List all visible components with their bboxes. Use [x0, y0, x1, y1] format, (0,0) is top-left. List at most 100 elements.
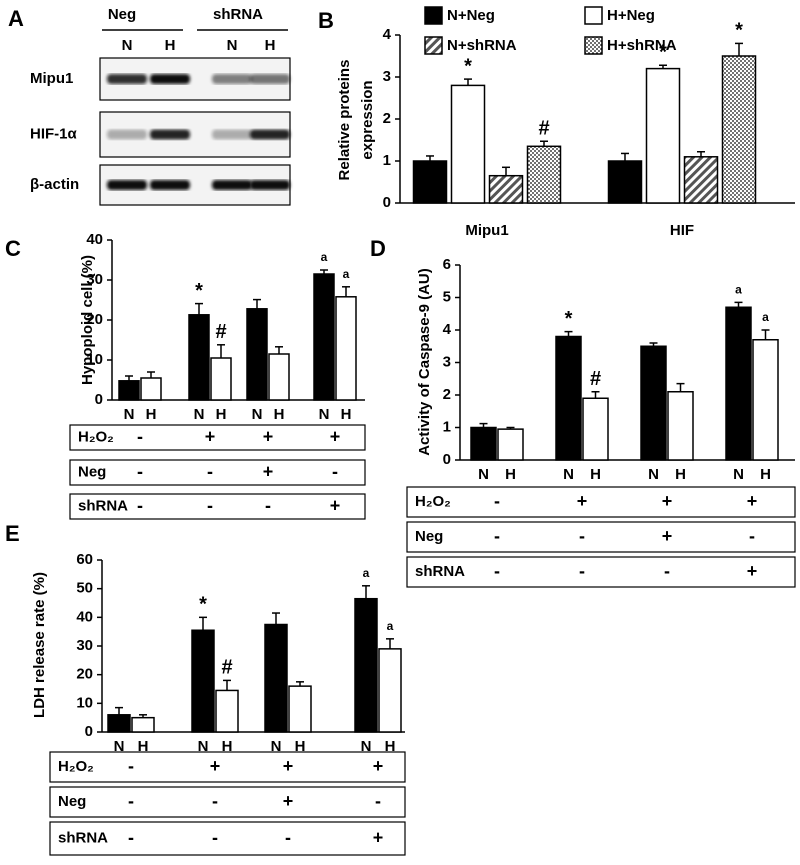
annotation: * — [735, 20, 743, 42]
condition-sign: - — [212, 791, 218, 811]
band — [107, 180, 147, 190]
x-tick-label: N — [252, 406, 263, 423]
condition-name: H₂O₂ — [78, 428, 114, 445]
annotation: a — [321, 250, 328, 264]
condition-sign: - — [579, 561, 585, 581]
row-label: Mipu1 — [30, 70, 73, 87]
condition-sign: - — [375, 791, 381, 811]
condition-sign: + — [662, 526, 673, 546]
condition-box — [49, 751, 406, 783]
bar — [607, 160, 643, 204]
x-tick-label: H — [222, 738, 233, 755]
condition-sign: - — [285, 827, 291, 847]
panel-label: B — [318, 8, 334, 33]
condition-sign: + — [747, 491, 758, 511]
condition-sign: + — [747, 561, 758, 581]
condition-sign: - — [207, 461, 213, 481]
bar — [215, 689, 239, 733]
condition-name: H₂O₂ — [58, 758, 94, 775]
condition-sign: + — [330, 495, 341, 515]
band — [107, 129, 147, 140]
annotation: # — [221, 657, 232, 679]
annotation: a — [735, 283, 742, 297]
lane-label: N — [227, 37, 238, 54]
x-tick-label: H — [146, 406, 157, 423]
condition-sign: - — [128, 791, 134, 811]
x-tick-label: N — [361, 738, 372, 755]
annotation: * — [199, 594, 207, 616]
band — [212, 180, 252, 190]
y-tick-label: 30 — [86, 271, 103, 288]
y-tick-label: 2 — [443, 386, 451, 403]
y-tick-label: 1 — [383, 152, 391, 169]
x-tick-label: H — [590, 466, 601, 483]
bar — [140, 377, 162, 401]
bar — [210, 357, 232, 401]
x-tick-label: N — [194, 406, 205, 423]
panel-label: E — [5, 521, 20, 546]
y-tick-label: 20 — [76, 666, 93, 683]
condition-name: shRNA — [78, 497, 128, 514]
condition-box — [49, 821, 406, 856]
row-label: HIF-1α — [30, 125, 78, 142]
x-tick-label: H — [295, 738, 306, 755]
y-tick-label: 3 — [443, 353, 451, 370]
condition-sign: - — [579, 526, 585, 546]
bar — [752, 339, 779, 461]
condition-sign: - — [207, 495, 213, 515]
legend-label: N+shRNA — [447, 37, 517, 54]
bar — [288, 685, 312, 733]
panel-label: C — [5, 236, 21, 261]
bar — [555, 335, 582, 461]
legend-swatch — [424, 36, 443, 55]
x-tick-label: H — [385, 738, 396, 755]
y-tick-label: 0 — [383, 194, 391, 211]
condition-name: Neg — [415, 528, 443, 545]
x-tick-label: N — [563, 466, 574, 483]
condition-name: shRNA — [58, 829, 108, 846]
condition-sign: - — [128, 827, 134, 847]
condition-sign: + — [263, 426, 274, 446]
condition-sign: + — [283, 791, 294, 811]
condition-sign: + — [373, 827, 384, 847]
annotation: a — [363, 566, 370, 580]
bar — [683, 156, 719, 204]
bar — [640, 345, 667, 461]
condition-sign: + — [330, 426, 341, 446]
band — [150, 180, 190, 190]
condition-name: H₂O₂ — [415, 493, 451, 510]
y-tick-label: 10 — [86, 351, 103, 368]
lane-label: H — [165, 37, 176, 54]
band — [107, 74, 147, 84]
y-tick-label: 40 — [76, 608, 93, 625]
condition-box — [69, 424, 366, 451]
condition-sign: - — [137, 426, 143, 446]
band — [150, 74, 190, 84]
legend-swatch — [584, 6, 603, 25]
y-axis-label: expression — [359, 80, 376, 159]
condition-sign: + — [210, 756, 221, 776]
y-tick-label: 30 — [76, 637, 93, 654]
bar — [268, 353, 290, 401]
bar — [667, 391, 694, 461]
condition-sign: - — [664, 561, 670, 581]
x-tick-label: Mipu1 — [465, 222, 508, 239]
condition-box — [69, 493, 366, 520]
band — [250, 129, 290, 140]
bar — [118, 380, 140, 401]
bar — [313, 273, 335, 401]
x-tick-label: H — [138, 738, 149, 755]
annotation: * — [195, 280, 203, 302]
bar — [412, 160, 448, 204]
x-tick-label: N — [198, 738, 209, 755]
condition-box — [49, 786, 406, 818]
bar — [725, 306, 752, 461]
band — [212, 74, 252, 84]
y-axis-label: Relative proteins — [336, 60, 353, 181]
annotation: * — [464, 55, 472, 77]
condition-box — [406, 521, 796, 553]
bar — [188, 314, 210, 401]
condition-box — [406, 556, 796, 588]
condition-name: shRNA — [415, 563, 465, 580]
x-tick-label: H — [760, 466, 771, 483]
